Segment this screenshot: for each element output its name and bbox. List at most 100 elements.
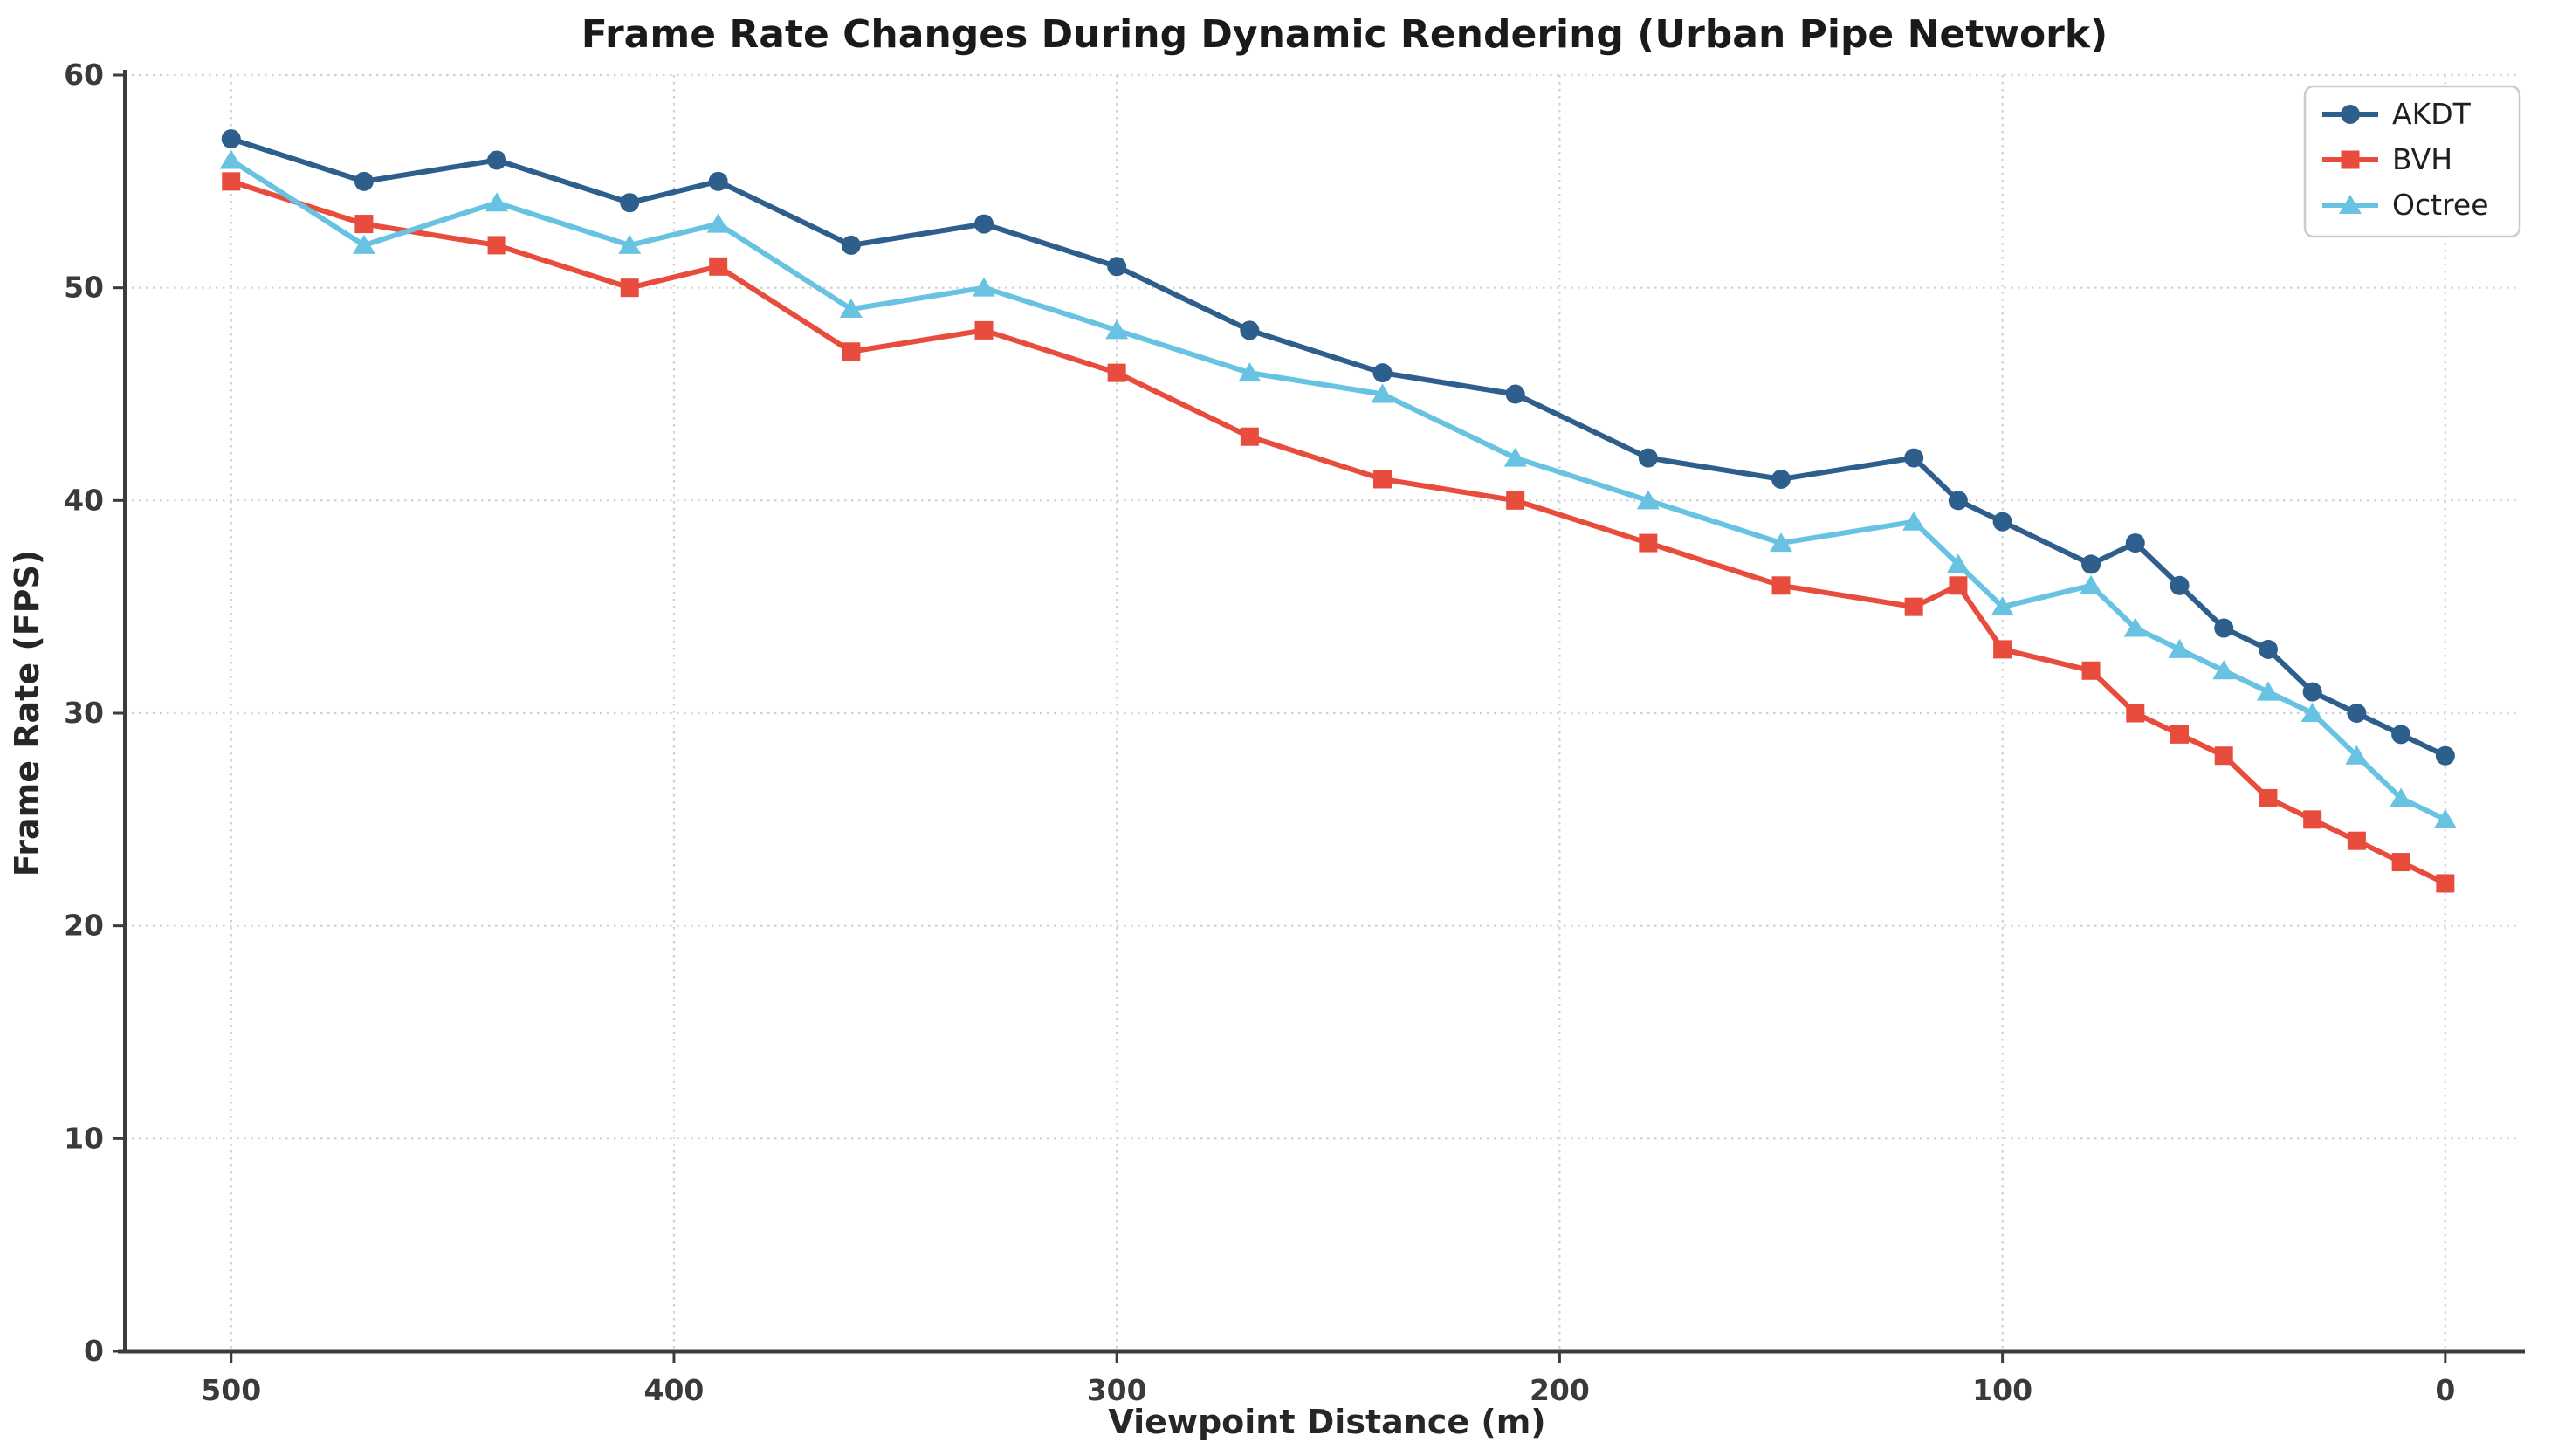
akdt-marker: [620, 193, 640, 213]
octree-marker: [1105, 319, 1129, 340]
bvh-marker: [2347, 831, 2366, 850]
series-akdt: [221, 129, 2455, 766]
octree-marker: [2123, 617, 2147, 637]
x-tick-label: 300: [1087, 1373, 1147, 1407]
legend-label-bvh: BVH: [2392, 142, 2452, 176]
bvh-marker: [2081, 661, 2101, 680]
bvh-marker: [2391, 853, 2410, 872]
bvh-marker: [974, 320, 994, 340]
akdt-marker: [2214, 618, 2234, 638]
bvh-marker: [2436, 874, 2455, 893]
bvh-marker: [1904, 597, 1923, 616]
octree-marker: [973, 277, 996, 297]
akdt-marker: [2435, 745, 2455, 766]
octree-marker: [352, 234, 375, 254]
akdt-marker: [2170, 575, 2190, 595]
akdt-marker: [221, 129, 241, 149]
bvh-marker: [1639, 533, 1658, 553]
octree-marker: [2256, 681, 2280, 701]
akdt-marker: [2125, 533, 2145, 553]
akdt-marker: [2081, 554, 2101, 574]
akdt-marker: [1638, 448, 1658, 468]
akdt-marker: [1107, 257, 1127, 277]
series-bvh: [222, 172, 2455, 893]
bvh-marker: [842, 342, 861, 361]
octree-marker: [485, 192, 509, 212]
octree-marker: [1770, 532, 1793, 553]
x-tick-label: 400: [644, 1373, 705, 1407]
bvh-marker: [1240, 427, 1259, 446]
octree-marker: [2080, 574, 2103, 594]
octree-marker: [1371, 383, 1394, 403]
bvh-marker: [2214, 746, 2233, 766]
bvh-marker: [1949, 576, 1968, 595]
legend-item-bvh: BVH: [2322, 142, 2452, 176]
bvh-marker: [2126, 704, 2145, 723]
octree-marker: [2168, 638, 2191, 658]
akdt-marker: [2302, 682, 2322, 702]
akdt-marker: [708, 171, 728, 191]
akdt-marker: [2258, 639, 2278, 659]
octree-marker: [1636, 490, 1660, 510]
series-line-octree: [228, 157, 2448, 822]
bvh-marker: [222, 172, 241, 191]
akdt-marker: [1505, 384, 1525, 404]
y-tick-label: 50: [64, 271, 104, 305]
legend-label-octree: Octree: [2392, 188, 2489, 222]
y-tick-label: 0: [84, 1334, 104, 1368]
series: [219, 129, 2457, 893]
series-line-bvh: [228, 178, 2448, 886]
bvh-marker: [487, 236, 506, 255]
x-tick-label: 100: [1972, 1373, 2032, 1407]
akdt-marker: [841, 235, 861, 255]
bvh-marker: [354, 215, 374, 234]
legend-box: [2303, 85, 2521, 238]
octree-marker: [2345, 745, 2369, 765]
bvh-marker: [1993, 640, 2012, 659]
bvh-marker: [1771, 576, 1791, 595]
chart-title: Frame Rate Changes During Dynamic Render…: [581, 12, 2108, 57]
gridlines: [125, 73, 2516, 1351]
octree-marker: [2433, 808, 2457, 828]
legend-swatch-bvh: [2341, 150, 2360, 169]
akdt-marker: [1240, 320, 1260, 340]
akdt-marker: [1771, 469, 1791, 489]
bvh-marker: [1373, 470, 1393, 489]
x-axis-label: Viewpoint Distance (m): [1108, 1403, 1545, 1441]
octree-marker: [1991, 596, 2014, 616]
series-octree: [219, 149, 2457, 828]
akdt-marker: [1372, 363, 1393, 383]
octree-marker: [1238, 362, 1262, 382]
bvh-marker: [620, 278, 639, 298]
bvh-marker: [2259, 788, 2278, 807]
y-tick-label: 40: [64, 483, 104, 517]
octree-marker: [1946, 553, 1970, 573]
akdt-marker: [2347, 704, 2367, 723]
octree-marker: [2212, 660, 2236, 680]
bvh-marker: [2303, 810, 2322, 829]
octree-marker: [219, 149, 243, 169]
bvh-marker: [1107, 363, 1126, 382]
akdt-marker: [487, 150, 507, 170]
y-tick-label: 10: [64, 1121, 104, 1155]
legend: AKDT BVH Octree: [2303, 85, 2521, 238]
akdt-marker: [1992, 512, 2012, 532]
octree-marker: [1902, 511, 1926, 531]
octree-marker: [2300, 703, 2324, 722]
legend-swatch-octree: [2339, 195, 2362, 214]
akdt-marker: [2391, 725, 2411, 745]
bvh-marker: [709, 257, 728, 276]
akdt-marker: [974, 214, 994, 234]
legend-swatch-akdt: [2341, 105, 2360, 124]
legend-label-akdt: AKDT: [2392, 97, 2472, 131]
akdt-marker: [1904, 448, 1924, 468]
x-tick-label: 200: [1530, 1373, 1590, 1407]
akdt-marker: [354, 171, 374, 191]
legend-item-akdt: AKDT: [2322, 97, 2472, 131]
bvh-marker: [1506, 491, 1525, 510]
axes: 500 400 300 200 100 0 0 10 20 30 40 50 60: [64, 58, 2525, 1407]
bvh-marker: [2170, 725, 2190, 744]
legend-item-octree: Octree: [2322, 188, 2489, 222]
x-tick-label: 500: [201, 1373, 261, 1407]
x-tick-label: 0: [2435, 1373, 2455, 1407]
